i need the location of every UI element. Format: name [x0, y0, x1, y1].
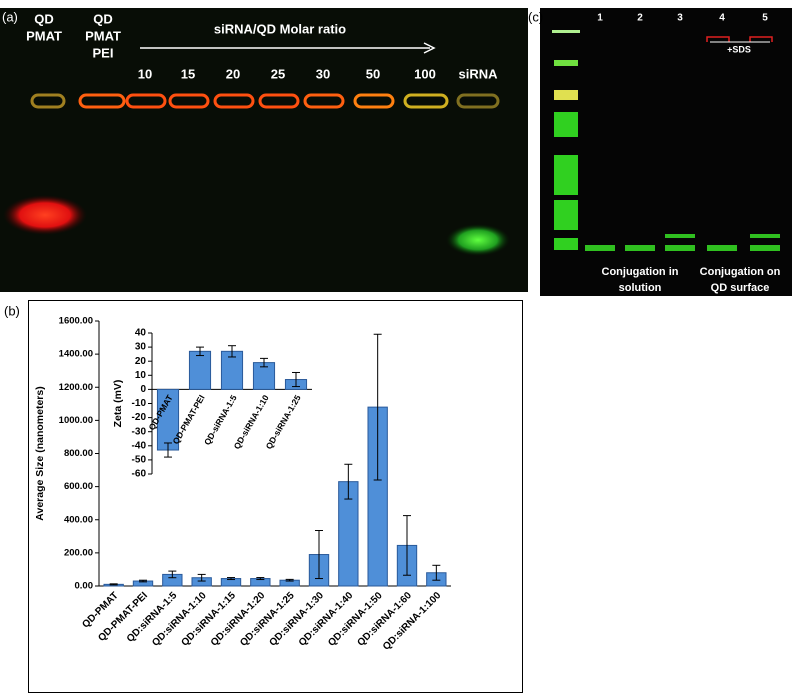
- y-tick-label: 1600.00: [59, 316, 93, 327]
- lane-number: 1: [597, 13, 603, 24]
- error-bar: [196, 346, 204, 357]
- ratio-label: 30: [316, 66, 330, 81]
- lane-number: 3: [677, 13, 683, 24]
- error-bar: [260, 357, 268, 368]
- y-tick-label: -40: [132, 440, 147, 451]
- error-bar: [403, 515, 411, 576]
- lane-number: 5: [762, 13, 768, 24]
- lane-label: PEI: [93, 45, 114, 60]
- sds-label: +SDS: [727, 44, 751, 54]
- band: [446, 224, 510, 256]
- group-label: Conjugation in: [602, 266, 679, 278]
- error-bar: [197, 573, 206, 582]
- y-tick-label: 400.00: [64, 514, 93, 525]
- error-bar: [109, 583, 118, 586]
- error-bar: [432, 564, 441, 581]
- ratio-label: 100: [414, 66, 436, 81]
- bracket: [706, 36, 773, 42]
- y-axis-label: Zeta (mV): [112, 380, 124, 428]
- y-tick-label: 1000.00: [59, 415, 93, 426]
- band: [3, 195, 87, 235]
- wells: [30, 93, 500, 109]
- y-tick-label: 1400.00: [59, 349, 93, 360]
- y-tick-label: 30: [135, 342, 147, 353]
- y-tick-label: 1200.00: [59, 382, 93, 393]
- y-tick-label: -60: [132, 469, 147, 480]
- ladder: [552, 30, 580, 250]
- lane-label: PMAT: [85, 28, 121, 43]
- arrow-head: [423, 42, 436, 54]
- group-label: QD surface: [711, 282, 770, 294]
- panel-tag: (a): [2, 9, 18, 24]
- ratio-label: 20: [226, 66, 240, 81]
- error-bar: [228, 345, 236, 358]
- y-axis-label: Average Size (nanometers): [34, 386, 46, 520]
- lane-label: PMAT: [26, 28, 62, 43]
- y-tick-label: -20: [132, 412, 147, 423]
- lane-label: QD: [34, 11, 54, 26]
- y-tick-label: 20: [135, 356, 147, 367]
- ratio-title: siRNA/QD Molar ratio: [214, 21, 346, 36]
- y-tick-label: -50: [132, 455, 147, 466]
- y-tick-label: 200.00: [64, 547, 93, 558]
- lane-label: siRNA: [458, 66, 498, 81]
- inset-bg: [112, 325, 322, 482]
- gel-a: [0, 8, 528, 292]
- error-bar: [164, 442, 172, 458]
- error-bar: [168, 570, 177, 579]
- group-label: solution: [619, 282, 662, 294]
- y-tick-label: 0.00: [75, 581, 94, 592]
- ratio-label: 10: [138, 66, 152, 81]
- error-bar: [139, 579, 147, 583]
- y-tick-label: 0: [140, 384, 146, 395]
- bands: [585, 234, 780, 251]
- error-bar: [292, 371, 300, 388]
- y-tick-label: -10: [132, 398, 147, 409]
- error-bar: [373, 333, 382, 481]
- y-tick-label: 10: [135, 370, 147, 381]
- error-bar: [227, 577, 235, 581]
- ratio-label: 25: [271, 66, 285, 81]
- gel-c: [540, 8, 792, 296]
- ratio-label: 15: [181, 66, 195, 81]
- error-bar: [285, 578, 294, 582]
- error-bar: [344, 463, 353, 500]
- bar: [188, 350, 212, 390]
- lane-number: 2: [637, 13, 643, 24]
- ratio-label: 50: [366, 66, 380, 81]
- panel-tag: (c): [528, 9, 543, 24]
- y-tick-label: 40: [135, 328, 147, 339]
- lane-label: QD: [93, 11, 113, 26]
- error-bar: [315, 530, 323, 580]
- group-label: Conjugation on: [700, 266, 781, 278]
- error-bar: [256, 577, 265, 581]
- y-tick-label: 800.00: [64, 448, 93, 459]
- panel-tag: (b): [4, 303, 20, 318]
- y-tick-label: -30: [132, 426, 147, 437]
- y-tick-label: 600.00: [64, 481, 93, 492]
- lane-number: 4: [719, 13, 725, 24]
